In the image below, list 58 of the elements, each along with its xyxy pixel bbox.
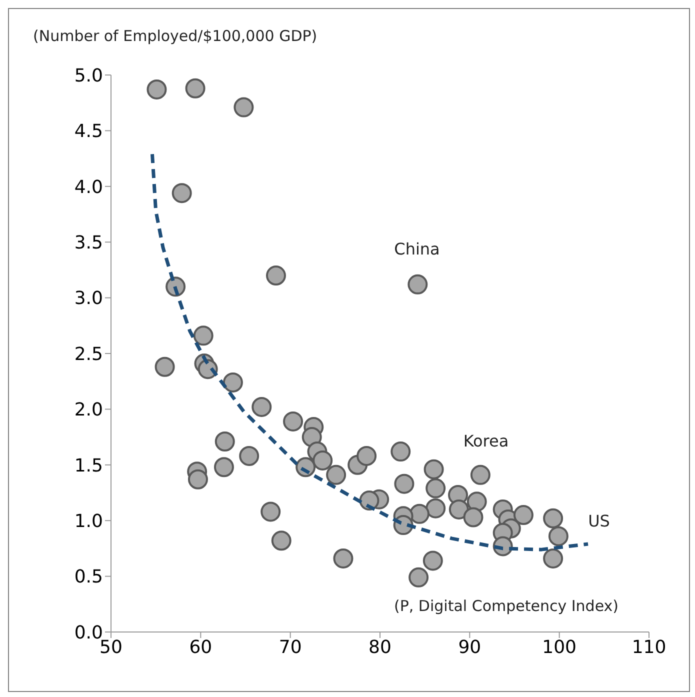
y-tick-label: 4.5 (74, 121, 103, 142)
point (422, 550, 443, 571)
point (513, 505, 534, 526)
point (239, 446, 260, 466)
annotation: China (394, 240, 440, 258)
point (234, 97, 254, 118)
point (466, 492, 487, 512)
point (408, 274, 428, 294)
x-tick-label: 110 (632, 636, 666, 658)
point (172, 183, 192, 204)
point (193, 326, 214, 346)
point (463, 507, 484, 528)
point (188, 469, 208, 490)
point (260, 502, 281, 522)
point (548, 526, 568, 546)
point (426, 498, 446, 518)
point (266, 266, 286, 286)
x-tick-label: 90 (458, 636, 482, 658)
annotation: Korea (463, 432, 509, 450)
point (312, 450, 333, 470)
annotation: US (588, 512, 610, 530)
y-tick-label: 1.0 (74, 510, 103, 532)
point (543, 548, 564, 568)
point (283, 411, 304, 432)
point (185, 78, 206, 98)
x-axis-title: (P, Digital Competency Index) (394, 597, 619, 615)
x-tick-label: 70 (278, 636, 302, 658)
point (426, 478, 446, 498)
y-tick-label: 1.5 (74, 455, 103, 476)
point (326, 464, 346, 485)
y-tick-label: 3.0 (74, 288, 103, 310)
point (222, 372, 243, 392)
y-tick-label: 3.5 (74, 232, 103, 254)
point (271, 530, 292, 551)
point (448, 499, 469, 520)
point (356, 446, 377, 466)
y-axis-title: (Number of Employed/$100,000 GDP) (33, 27, 318, 45)
point (424, 459, 444, 480)
point (543, 508, 564, 528)
point (409, 504, 430, 524)
point (470, 464, 490, 485)
point (214, 457, 234, 478)
point (146, 79, 167, 100)
x-tick-label: 100 (542, 636, 577, 658)
y-tick-label: 5.0 (74, 65, 103, 86)
x-tick-label: 80 (368, 636, 392, 658)
point (214, 432, 235, 452)
y-tick-label: 2.0 (74, 400, 103, 421)
y-tick-label: 0.5 (74, 566, 103, 588)
y-tick-label: 4.0 (74, 176, 103, 198)
point (333, 548, 354, 568)
y-tick-label: 2.5 (74, 344, 103, 365)
point (252, 396, 272, 417)
point (390, 442, 411, 462)
point (408, 567, 429, 588)
point (154, 356, 175, 377)
x-tick-label: 60 (189, 636, 212, 658)
point (394, 474, 414, 494)
